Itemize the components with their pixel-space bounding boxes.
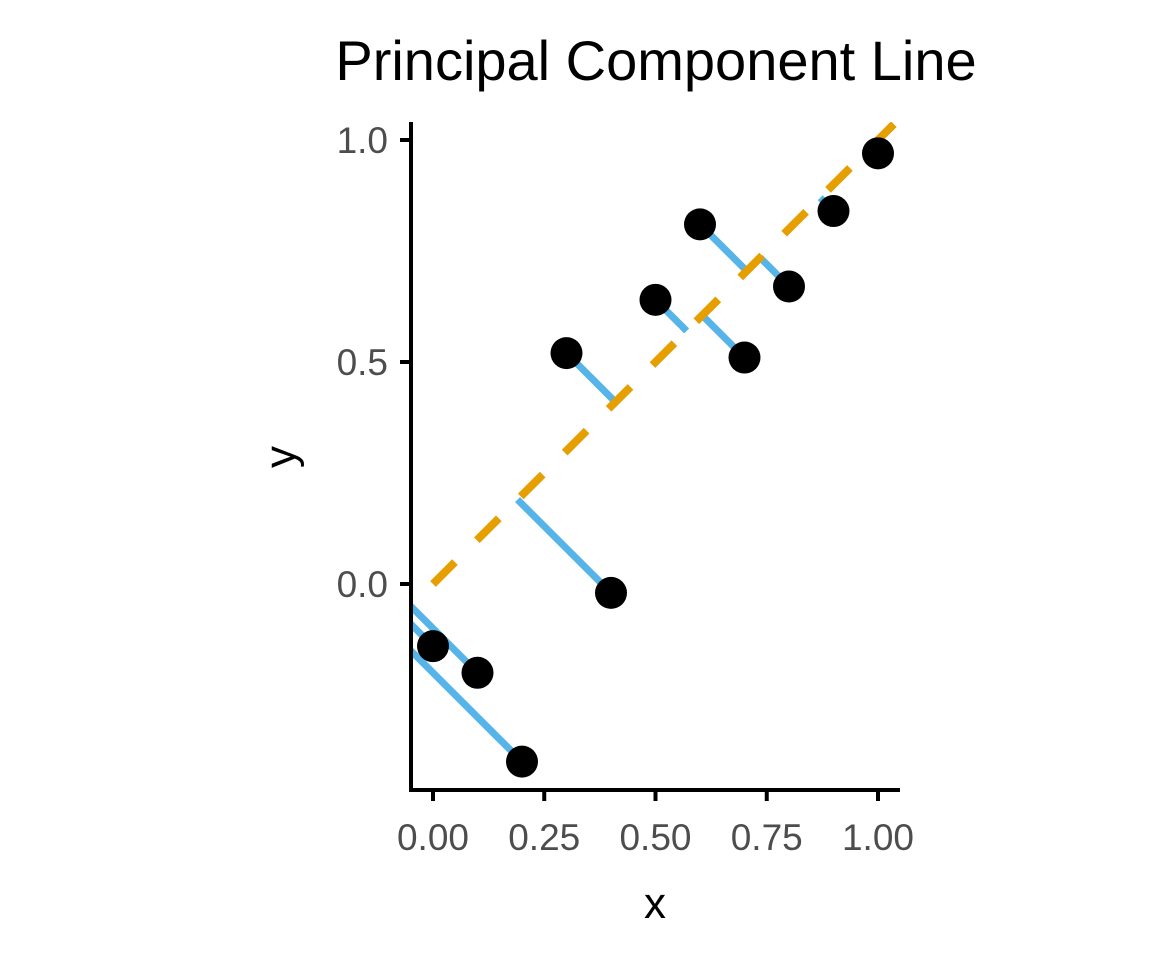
data-point (728, 341, 761, 374)
data-point (461, 656, 494, 689)
projection-segment (515, 497, 614, 596)
y-axis-title: y (256, 446, 305, 468)
data-point (550, 337, 583, 370)
x-tick-label: 0.00 (397, 817, 469, 858)
plot-area: 0.00 0.25 0.50 0.75 1.00 0.0 0.5 1.0 (337, 120, 914, 858)
chart-title: Principal Component Line (335, 29, 976, 92)
data-point (506, 745, 538, 778)
x-axis-title: x (644, 879, 666, 928)
pc-line (430, 122, 900, 587)
x-tick-label: 1.00 (842, 817, 914, 858)
data-point (639, 283, 672, 316)
y-tick-label: 0.0 (337, 564, 388, 605)
data-point (817, 195, 850, 228)
y-tick-label: 0.5 (337, 342, 388, 383)
data-point (862, 137, 894, 170)
data-point (684, 208, 716, 241)
y-tick-label: 1.0 (337, 120, 388, 161)
projection-segment (411, 645, 525, 765)
x-tick-label: 0.25 (508, 817, 580, 858)
data-point (595, 576, 627, 609)
data-point (417, 630, 449, 663)
data-point (773, 270, 805, 303)
x-tick-label: 0.75 (731, 817, 803, 858)
x-tick-label: 0.50 (619, 817, 691, 858)
